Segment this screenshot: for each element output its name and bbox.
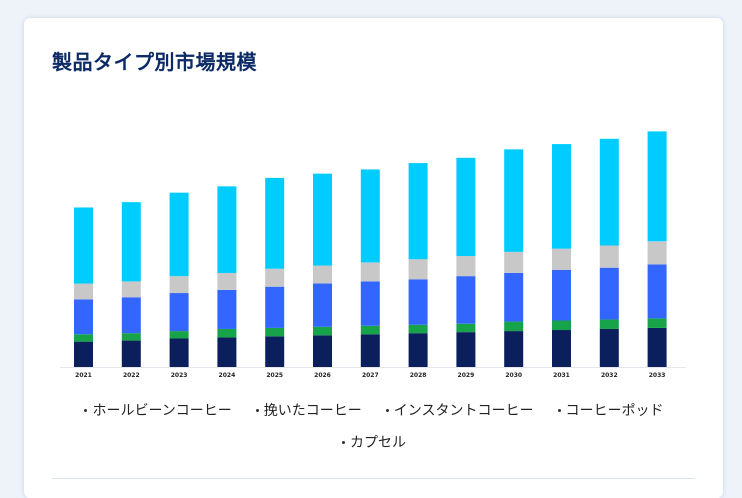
- chart-card: 製品タイプ別市場規模 2021 2022 2023 2024 2025 2026 2027 2…: [24, 18, 723, 498]
- x-tick-label: 2029: [458, 372, 475, 379]
- x-tick-label: 2024: [219, 372, 236, 379]
- bar-segment-2028-4: [408, 163, 428, 260]
- bar-segment-2024-3: [217, 272, 237, 290]
- bar-segment-2027-2: [360, 281, 380, 326]
- bar-segment-2033-0: [647, 327, 667, 367]
- bar-segment-2028-2: [408, 279, 428, 325]
- bar-segment-2031-3: [552, 248, 571, 270]
- bar-segment-2031-2: [552, 269, 571, 321]
- bar-segment-2024-0: [217, 337, 237, 367]
- bar-segment-2025-2: [265, 286, 285, 328]
- bar-segment-2030-1: [504, 321, 524, 332]
- legend-label: 挽いたコーヒー: [263, 403, 362, 419]
- chart-title: 製品タイプ別市場規模: [52, 50, 257, 74]
- bar-segment-2032-2: [599, 267, 619, 320]
- bar-segment-2023-0: [169, 338, 189, 367]
- bar-segment-2023-3: [169, 276, 189, 294]
- bar-segment-2023-2: [169, 293, 189, 332]
- bar-segment-2022-1: [121, 333, 141, 341]
- x-tick-label: 2031: [553, 372, 570, 379]
- bar-segment-2033-2: [647, 264, 667, 319]
- bar-segment-2021-4: [74, 207, 93, 284]
- bar-segment-2026-3: [313, 265, 332, 284]
- bar-segment-2025-4: [265, 177, 285, 269]
- x-tick-label: 2030: [505, 372, 522, 379]
- bar-segment-2026-2: [313, 283, 332, 327]
- bar-segment-2026-1: [313, 326, 332, 336]
- bar-segment-2021-1: [74, 334, 93, 342]
- divider: [52, 478, 695, 479]
- x-tick-label: 2028: [410, 372, 427, 379]
- x-tick-label: 2022: [123, 372, 140, 379]
- bar-segment-2030-2: [504, 272, 524, 322]
- legend-item: インスタントコーヒー: [385, 400, 534, 420]
- bar-segment-2032-1: [599, 319, 619, 329]
- bar-segment-2031-4: [552, 144, 571, 249]
- bar-segment-2033-1: [647, 318, 667, 328]
- x-tick-label: 2027: [362, 372, 379, 379]
- bar-segment-2032-0: [599, 328, 619, 367]
- bar-segment-2028-0: [408, 333, 428, 367]
- legend-bullet-icon: [557, 408, 561, 412]
- legend-bullet-icon: [385, 408, 389, 412]
- bar-segment-2032-4: [599, 138, 619, 246]
- bar-segment-2031-0: [552, 330, 571, 367]
- bar-segment-2025-3: [265, 268, 285, 287]
- bar-segment-2029-0: [456, 332, 476, 367]
- bar-segment-2027-1: [360, 325, 380, 335]
- legend-label: カプセル: [350, 435, 406, 451]
- bar-segment-2030-0: [504, 331, 524, 367]
- x-tick-label: 2025: [266, 372, 283, 379]
- legend-item: カプセル: [342, 432, 406, 452]
- bar-segment-2033-4: [647, 131, 667, 242]
- bar-segment-2033-3: [647, 241, 667, 265]
- bar-segment-2022-3: [121, 281, 141, 298]
- bar-segment-2028-3: [408, 259, 428, 280]
- chart-legend: ホールビーンコーヒー 挽いたコーヒー インスタントコーヒー コーヒーポッドカプセル: [44, 400, 704, 452]
- bar-segment-2024-2: [217, 289, 237, 329]
- bar-segment-2025-0: [265, 336, 285, 367]
- x-tick-label: 2021: [75, 372, 92, 379]
- bar-segment-2021-3: [74, 283, 93, 300]
- legend-label: コーヒーポッド: [565, 403, 664, 419]
- bar-segment-2023-1: [169, 331, 189, 339]
- legend-label: インスタントコーヒー: [393, 403, 534, 419]
- bar-segment-2025-1: [265, 327, 285, 337]
- bar-segment-2022-0: [121, 340, 141, 367]
- bar-segment-2030-4: [504, 149, 524, 252]
- bar-segment-2027-3: [360, 262, 380, 282]
- bar-segment-2028-1: [408, 324, 428, 334]
- legend-item: 挽いたコーヒー: [255, 400, 362, 420]
- legend-label: ホールビーンコーヒー: [92, 403, 232, 419]
- bar-segment-2022-4: [121, 202, 141, 282]
- bar-segment-2027-4: [360, 169, 380, 263]
- x-tick-label: 2023: [171, 372, 188, 379]
- bar-segment-2031-1: [552, 320, 571, 331]
- bar-segment-2032-3: [599, 245, 619, 268]
- bar-segment-2029-3: [456, 256, 476, 277]
- legend-bullet-icon: [84, 408, 88, 412]
- x-tick-label: 2026: [314, 372, 331, 379]
- bar-segment-2027-0: [360, 334, 380, 367]
- legend-bullet-icon: [255, 408, 259, 412]
- x-tick-label: 2033: [649, 372, 666, 379]
- bar-segment-2030-3: [504, 251, 524, 273]
- bar-segment-2021-2: [74, 299, 93, 335]
- bar-segment-2026-4: [313, 173, 332, 266]
- bar-segment-2022-2: [121, 297, 141, 334]
- legend-item: コーヒーポッド: [557, 400, 664, 420]
- bar-segment-2021-0: [74, 341, 93, 367]
- bar-segment-2024-1: [217, 328, 237, 338]
- bar-segment-2029-1: [456, 323, 476, 333]
- bar-segment-2029-2: [456, 276, 476, 324]
- bar-segment-2024-4: [217, 186, 237, 273]
- bar-segment-2029-4: [456, 157, 476, 257]
- x-tick-label: 2032: [601, 372, 618, 379]
- legend-item: ホールビーンコーヒー: [84, 400, 232, 420]
- legend-bullet-icon: [342, 440, 345, 444]
- bar-segment-2026-0: [313, 335, 332, 367]
- stacked-bar-chart: 2021 2022 2023 2024 2025 2026 2027 2028 2029 2030…: [60, 131, 686, 379]
- bar-segment-2023-4: [169, 192, 189, 277]
